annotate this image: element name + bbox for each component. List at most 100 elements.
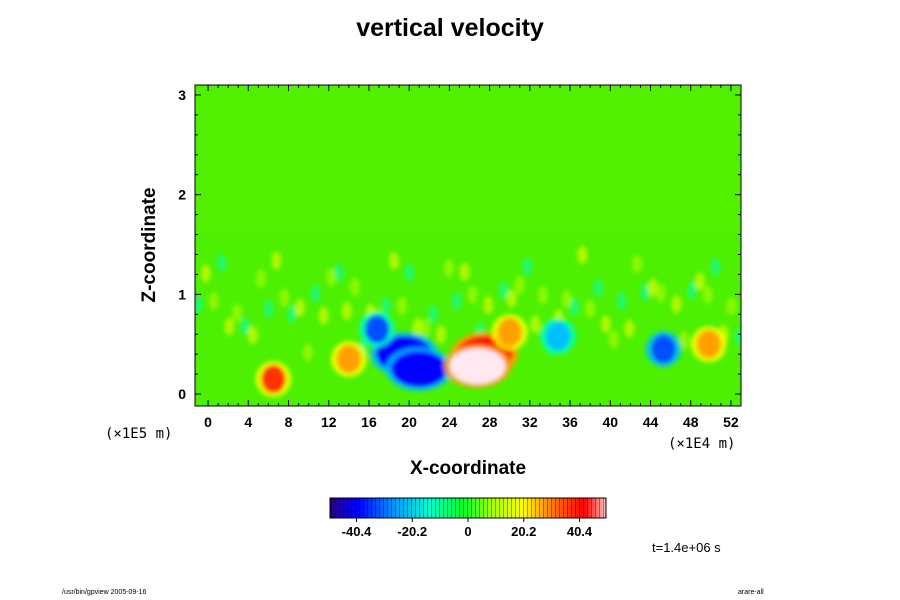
x-axis-label: X-coordinate xyxy=(409,458,527,479)
field-texture xyxy=(412,318,423,337)
field-texture xyxy=(240,317,251,336)
field-feature xyxy=(261,365,286,394)
field-texture xyxy=(342,302,353,321)
field-texture xyxy=(349,277,360,296)
colorbar-tick-label: 40.4 xyxy=(567,524,593,539)
field-texture xyxy=(734,327,741,346)
field-texture xyxy=(200,264,211,283)
field-texture xyxy=(404,263,415,282)
field-texture xyxy=(608,330,619,349)
field-texture xyxy=(726,297,737,316)
plot-area xyxy=(195,85,741,406)
time-label: t=1.4e+06 s xyxy=(652,540,721,555)
footer-file: arare-all xyxy=(738,589,764,596)
field-texture xyxy=(334,263,345,282)
field-texture xyxy=(702,285,713,304)
colorbar-tick-label: 0 xyxy=(464,524,471,539)
field-texture xyxy=(279,288,290,307)
y-tick-label: 0 xyxy=(178,386,186,402)
field-texture xyxy=(318,306,329,325)
field-texture xyxy=(632,255,643,274)
field-texture xyxy=(655,284,666,303)
field-texture xyxy=(600,315,611,334)
field-texture xyxy=(710,257,721,276)
field-texture xyxy=(294,298,305,317)
colorbar-hatching xyxy=(330,498,606,518)
field-texture xyxy=(195,295,204,314)
x-tick-label: 0 xyxy=(204,414,212,430)
x-tick-label: 16 xyxy=(361,414,377,430)
field-texture xyxy=(514,276,525,295)
chart-title: vertical velocity xyxy=(356,14,544,42)
x-tick-label: 48 xyxy=(683,414,699,430)
field-texture xyxy=(396,297,407,316)
x-tick-label: 52 xyxy=(723,414,739,430)
field-upper-layer xyxy=(195,85,741,235)
y-tick-label: 3 xyxy=(178,87,186,103)
y-tick-label: 1 xyxy=(178,286,186,302)
x-tick-label: 40 xyxy=(602,414,618,430)
x-unit-label: (×1E5 m) xyxy=(105,426,173,442)
field-texture xyxy=(326,268,337,287)
x-tick-label: 36 xyxy=(562,414,578,430)
x-tick-label: 28 xyxy=(482,414,498,430)
x-tick-label: 8 xyxy=(285,414,293,430)
x-tick-label: 44 xyxy=(643,414,659,430)
y-axis: 0 1 2 3 xyxy=(178,87,741,402)
field-texture xyxy=(389,251,400,270)
field-texture xyxy=(593,279,604,298)
field-texture xyxy=(569,298,580,317)
field-texture xyxy=(459,262,470,281)
field-texture xyxy=(577,245,588,264)
field-texture xyxy=(451,292,462,311)
footer-command: /usr/bin/gpview 2005-09-16 xyxy=(62,589,147,596)
field-texture xyxy=(428,305,439,324)
field-feature xyxy=(545,322,570,351)
colorbar-tick-label: 20.2 xyxy=(511,524,536,539)
field-texture xyxy=(624,319,635,338)
field-feature xyxy=(449,348,506,385)
x-tick-label: 24 xyxy=(442,414,458,430)
colorbar: -40.4 -20.2 0 20.2 40.4 xyxy=(329,497,607,539)
colorbar-tick-label: -20.2 xyxy=(397,524,427,539)
x-axis: 0 4 8 12 16 20 24 28 32 36 40 44 48 52 xyxy=(204,85,739,430)
field-texture xyxy=(538,286,549,305)
x-tick-label: 4 xyxy=(244,414,252,430)
field-feature xyxy=(651,335,676,364)
field-texture xyxy=(467,285,478,304)
field-feature xyxy=(391,351,448,388)
field-texture xyxy=(247,326,258,345)
field-texture xyxy=(302,343,313,362)
field-feature xyxy=(336,345,361,374)
field-texture xyxy=(208,292,219,311)
field-texture xyxy=(436,325,447,344)
field-texture xyxy=(263,300,274,319)
field-texture xyxy=(381,297,392,316)
y-tick-label: 2 xyxy=(178,187,186,203)
field-texture xyxy=(216,253,227,272)
field-feature xyxy=(696,330,721,359)
field-texture xyxy=(671,295,682,314)
plot-frame xyxy=(194,84,742,407)
x-tick-label: 32 xyxy=(522,414,538,430)
x-tick-label: 12 xyxy=(321,414,337,430)
field-texture xyxy=(694,272,705,291)
field-texture xyxy=(443,259,454,278)
field-texture xyxy=(687,281,698,300)
field-texture xyxy=(647,278,658,297)
field-texture xyxy=(585,299,596,318)
field-texture xyxy=(506,289,517,308)
field-texture xyxy=(224,317,235,336)
field-texture xyxy=(287,305,298,324)
field-texture xyxy=(232,303,243,322)
field-texture xyxy=(522,257,533,276)
field-texture xyxy=(310,284,321,303)
field-texture xyxy=(530,315,541,334)
colorbar-tick-label: -40.4 xyxy=(342,524,372,539)
y-unit-label: (×1E4 m) xyxy=(668,436,736,452)
y-axis-label: Z-coordinate xyxy=(139,187,160,303)
field-texture xyxy=(561,289,572,308)
field-texture xyxy=(255,269,266,288)
